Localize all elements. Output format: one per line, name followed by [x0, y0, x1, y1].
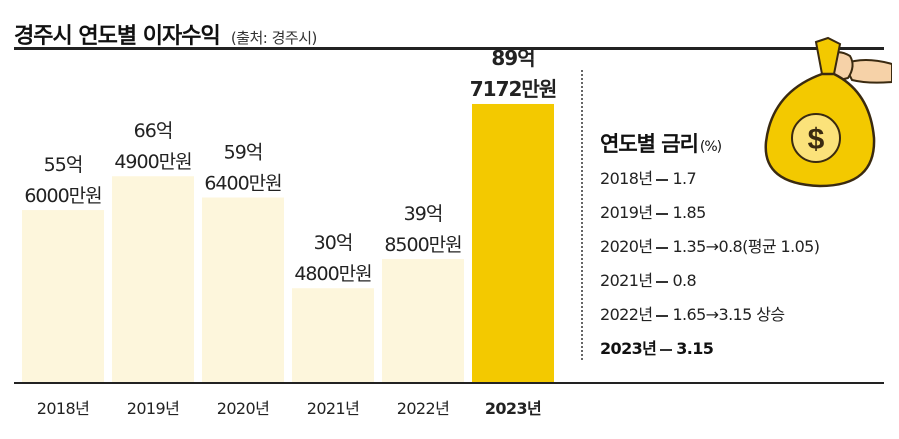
money-bag-icon: $	[764, 36, 892, 188]
chart-source: (출처: 경주시)	[230, 29, 318, 47]
x-tick-label-2: 2020년	[217, 399, 269, 418]
data-label-0-1: 6000만원	[24, 185, 101, 207]
rate-year: 2019년	[600, 203, 653, 222]
data-label-0-0: 55억	[44, 154, 83, 176]
data-label-1-1: 4900만원	[114, 151, 191, 173]
data-label-1-0: 66억	[134, 120, 173, 142]
x-tick-label-4: 2022년	[397, 399, 449, 418]
dollar-symbol: $	[808, 123, 825, 156]
rate-row-2019: 2019년 1.85	[600, 196, 819, 230]
bar-4	[382, 259, 464, 383]
dash	[656, 314, 669, 317]
rate-row-2018: 2018년 1.7	[600, 162, 819, 196]
title-rule	[14, 47, 884, 50]
rate-value: 1.35→0.8(평균 1.05)	[672, 237, 820, 256]
dash	[656, 246, 669, 249]
rate-row-2020: 2020년 1.35→0.8(평균 1.05)	[600, 230, 820, 264]
bag-neck	[814, 36, 842, 75]
chart-title: 경주시 연도별 이자수익	[14, 24, 221, 49]
data-label-3-1: 4800만원	[294, 263, 371, 285]
rate-year: 2020년	[600, 237, 653, 256]
rates-panel: 연도별 금리 (%) 2018년 1.7 2019년 1.85 2020년 1.35→0…	[600, 128, 820, 366]
dollar-badge	[791, 113, 841, 163]
rate-row-2023: 2023년 3.15	[600, 332, 819, 366]
arm-shape	[842, 59, 892, 84]
x-tick-label-5: 2023년	[485, 399, 541, 418]
bar-2	[202, 197, 284, 383]
dash	[656, 280, 669, 283]
rate-year: 2022년	[600, 305, 653, 324]
data-label-3-0: 30억	[314, 232, 353, 254]
rate-row-2021: 2021년 0.8	[600, 264, 819, 298]
rate-value: 1.65→3.15 상승	[672, 305, 785, 324]
rates-unit: (%)	[699, 139, 722, 155]
dash	[656, 212, 669, 215]
dash	[660, 348, 673, 351]
rate-row-2022: 2022년 1.65→3.15 상승	[600, 298, 819, 332]
bar-5	[472, 103, 554, 384]
data-label-4-0: 39억	[404, 203, 443, 225]
rate-value: 0.8	[672, 271, 697, 290]
data-label-5-0: 89억	[491, 46, 534, 70]
rate-value: 1.85	[672, 203, 706, 222]
x-tick-label-0: 2018년	[37, 399, 89, 418]
rate-value: 3.15	[676, 339, 714, 358]
data-label-4-1: 8500만원	[384, 234, 461, 256]
bar-3	[292, 288, 374, 383]
data-label-2-0: 59억	[224, 142, 263, 164]
dash	[656, 178, 669, 181]
x-tick-label-1: 2019년	[127, 399, 179, 418]
rate-year: 2023년	[600, 339, 657, 358]
rates-title: 연도별 금리 (%)	[600, 128, 819, 158]
data-label-5-1: 7172만원	[470, 77, 556, 101]
rate-year: 2021년	[600, 271, 653, 290]
bar-0	[22, 210, 104, 383]
chart-title-block: 경주시 연도별 이자수익 (출처: 경주시)	[14, 18, 317, 50]
divider-line	[581, 70, 583, 360]
bar-1	[112, 176, 194, 383]
data-label-2-1: 6400만원	[204, 173, 281, 195]
x-tick-label-3: 2021년	[307, 399, 359, 418]
rates-title-text: 연도별 금리	[600, 132, 699, 156]
rate-value: 1.7	[672, 169, 697, 188]
rate-year: 2018년	[600, 169, 653, 188]
